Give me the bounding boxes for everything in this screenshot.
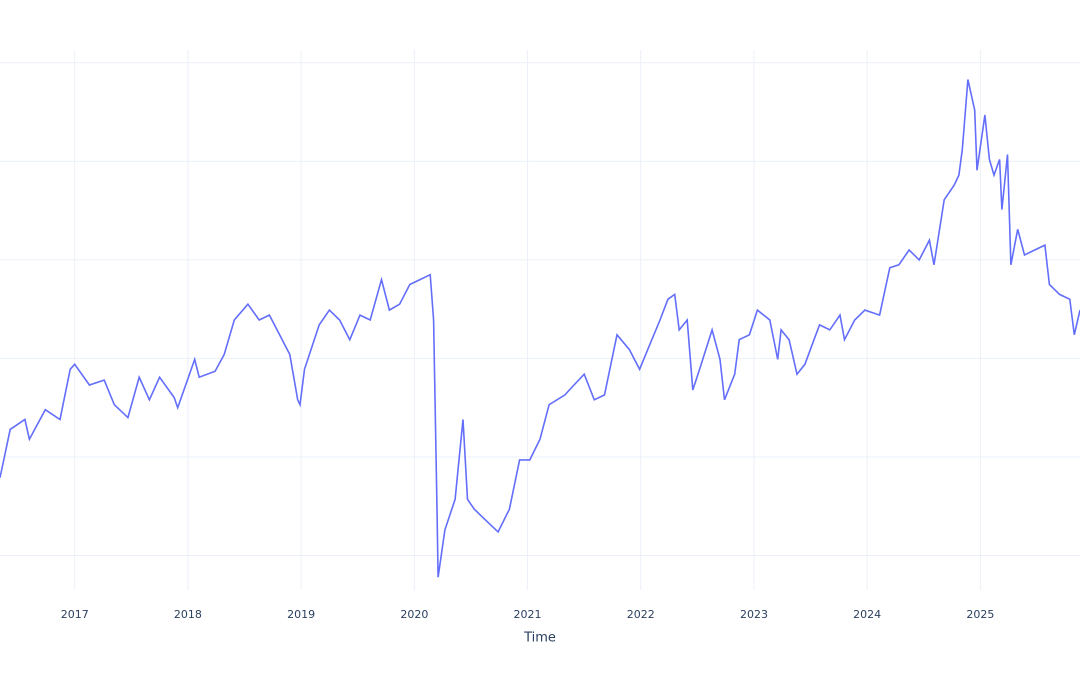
x-tick-label: 2020 — [400, 608, 428, 621]
x-tick-label: 2022 — [627, 608, 655, 621]
x-tick-label: 2017 — [61, 608, 89, 621]
line-series — [0, 79, 1080, 578]
x-axis-title: Time — [523, 631, 556, 646]
x-tick-label: 2025 — [966, 608, 994, 621]
x-tick-label: 2023 — [740, 608, 768, 621]
x-tick-label: 2019 — [287, 608, 315, 621]
x-tick-label: 2024 — [853, 608, 881, 621]
x-tick-label: 2021 — [514, 608, 542, 621]
x-tick-label: 2018 — [174, 608, 202, 621]
